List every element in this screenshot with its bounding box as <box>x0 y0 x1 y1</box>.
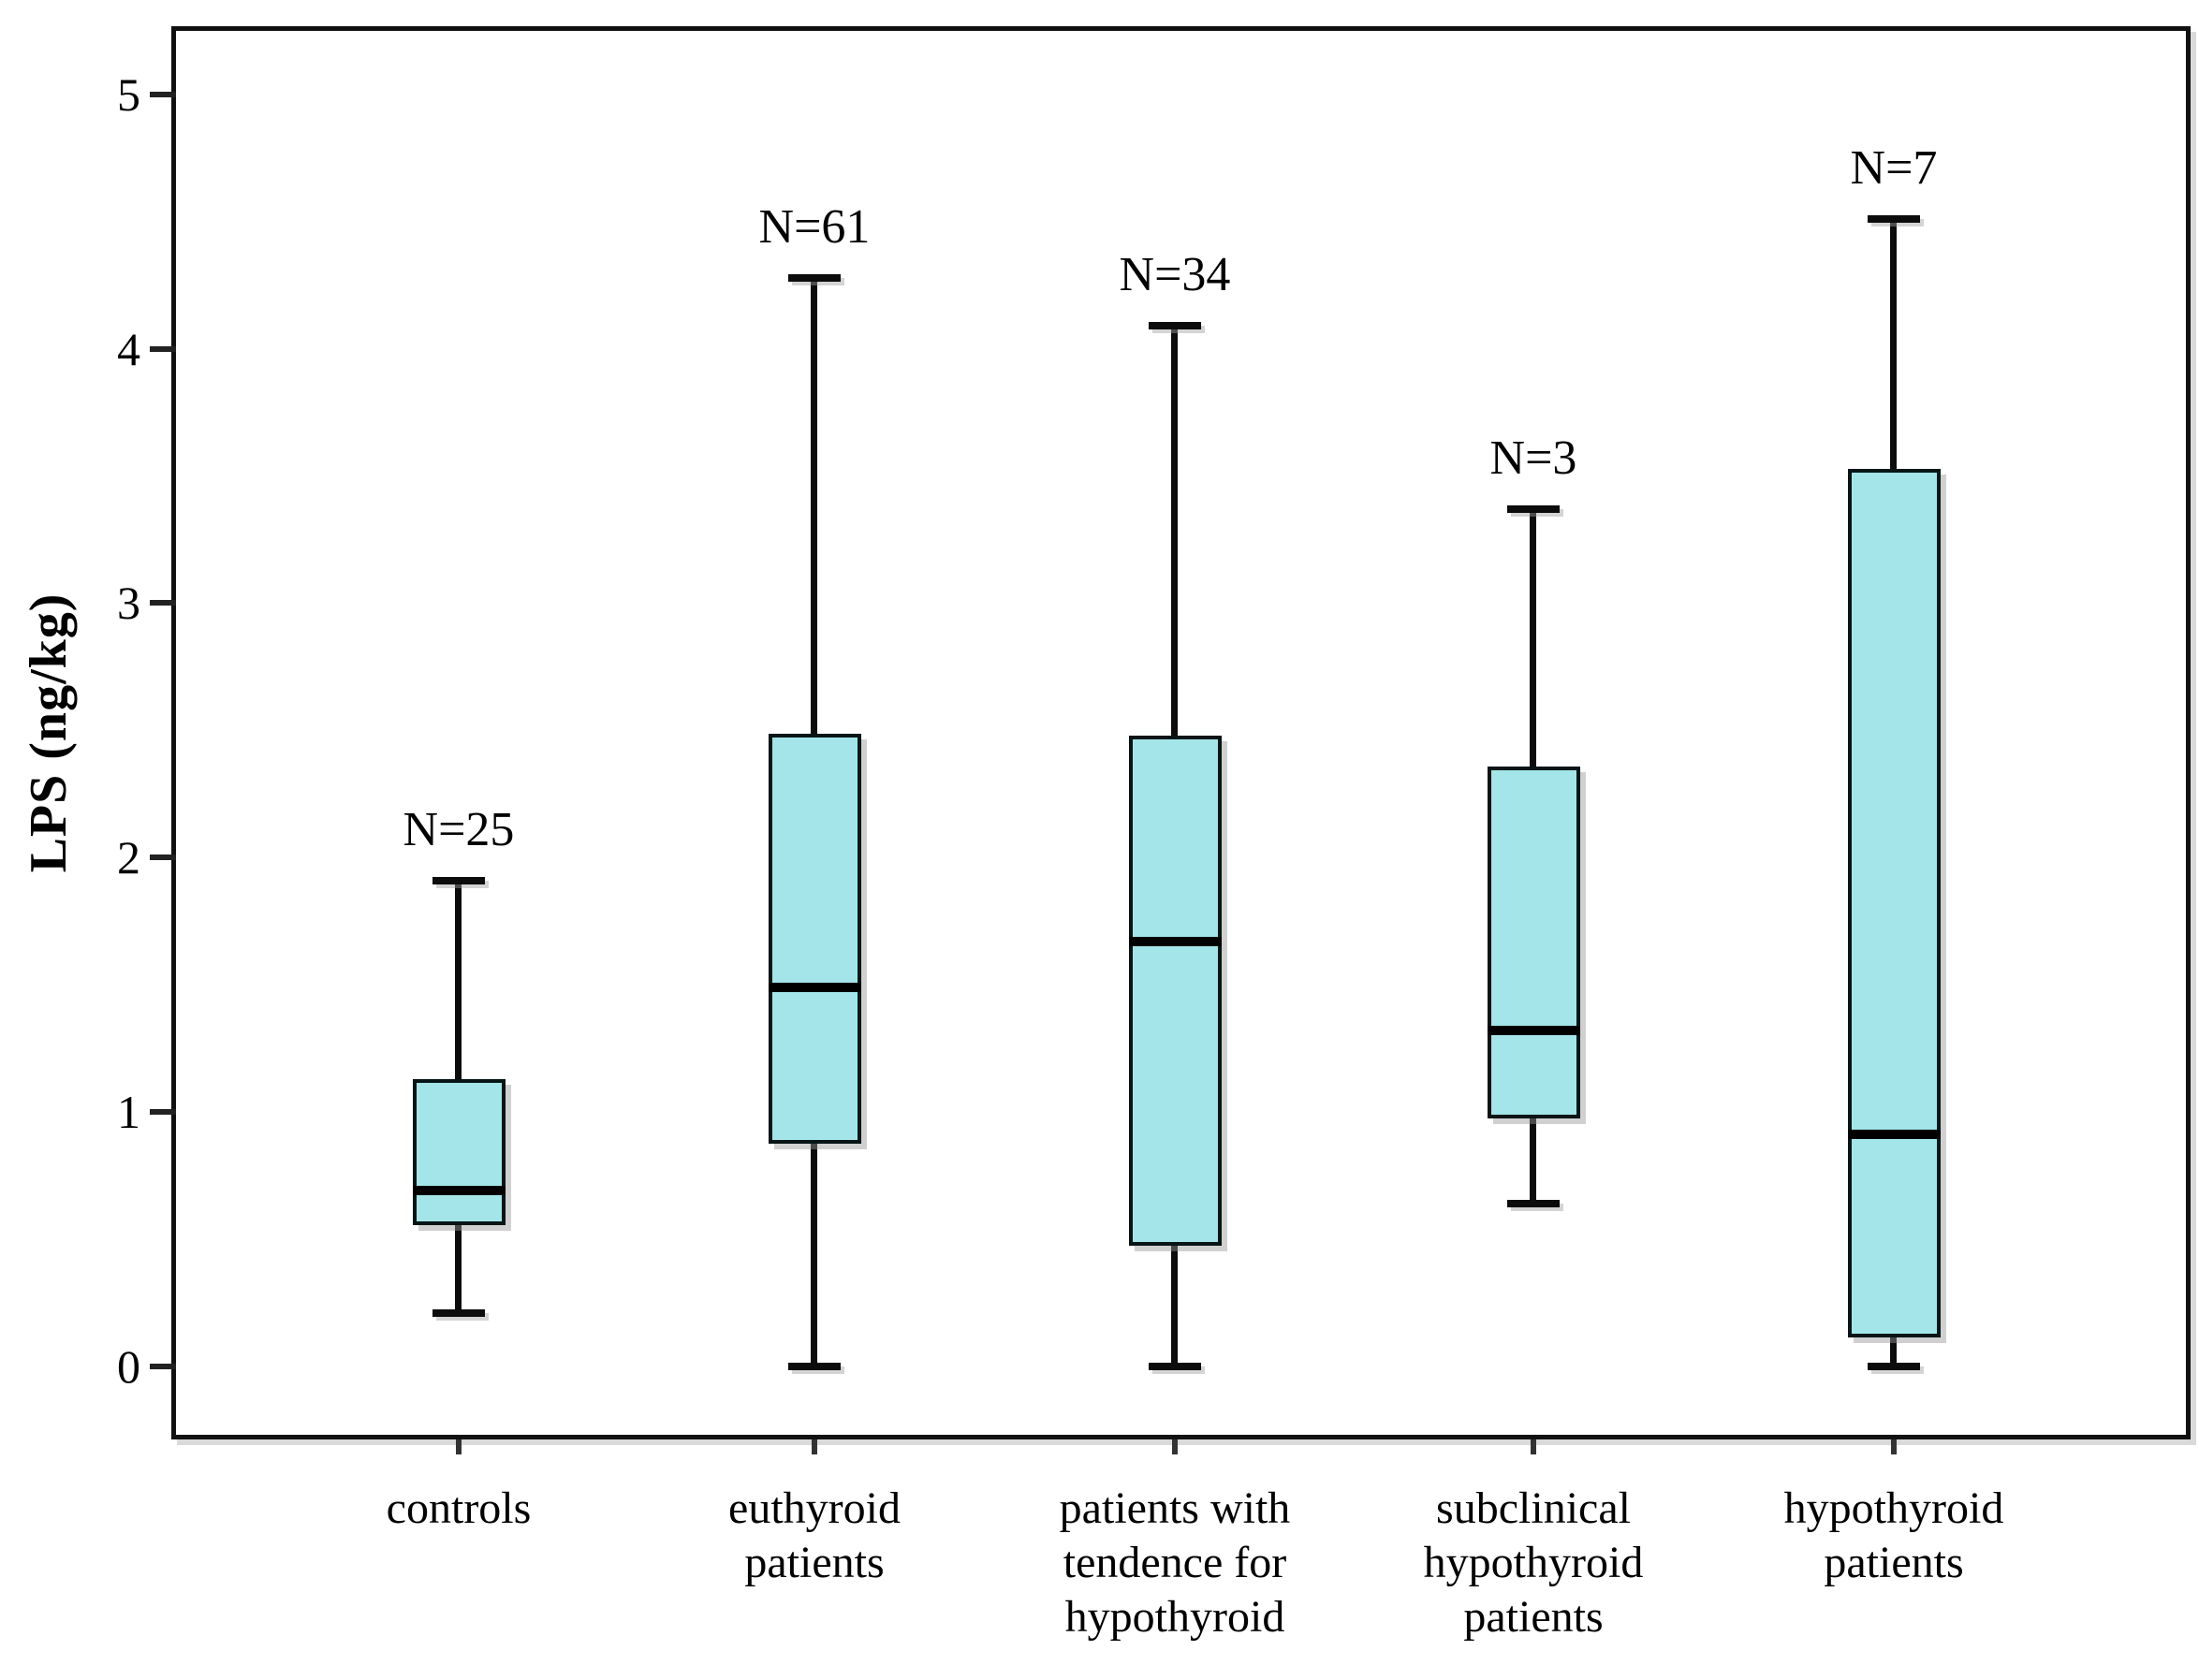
y-tick-label: 2 <box>117 831 140 884</box>
x-tick <box>456 1439 462 1454</box>
whisker-cap-high <box>1507 504 1560 513</box>
median-line <box>1847 1130 1941 1140</box>
category-label-line: euthyroid <box>728 1483 901 1533</box>
category-label-line: hypothyroid <box>1783 1483 2004 1533</box>
category-label-line: patients <box>1824 1538 1964 1587</box>
median-line <box>412 1186 506 1196</box>
y-tick-label: 1 <box>117 1085 140 1138</box>
x-tick <box>1531 1439 1536 1454</box>
whisker-cap-low <box>788 1362 841 1370</box>
whisker-cap-low <box>1507 1199 1560 1207</box>
box-rect <box>1847 469 1941 1337</box>
whisker-cap-low <box>1868 1362 1920 1370</box>
category-label-line: hypothyroid <box>1423 1538 1644 1587</box>
y-tick <box>150 1108 176 1115</box>
whisker-cap-high <box>1868 215 1920 224</box>
n-count-label: N=7 <box>1850 141 1938 196</box>
median-line <box>1128 936 1222 946</box>
y-tick <box>150 855 176 861</box>
whisker-cap-high <box>788 273 841 282</box>
category-label: subclinical hypothyroid patients <box>1290 1482 1777 1644</box>
median-line <box>1487 1025 1580 1035</box>
y-tick <box>150 600 176 606</box>
n-count-label: N=3 <box>1489 431 1577 485</box>
category-label: euthyroid patients <box>571 1482 1058 1590</box>
y-tick <box>150 345 176 352</box>
category-label-line: patients with <box>1059 1483 1291 1533</box>
box-rect <box>1487 767 1580 1119</box>
y-tick-label: 5 <box>117 67 140 121</box>
n-count-label: N=25 <box>403 802 515 856</box>
n-count-label: N=34 <box>1119 248 1231 302</box>
category-label: controls <box>215 1482 702 1536</box>
n-count-label: N=61 <box>758 199 871 254</box>
y-tick <box>150 91 176 97</box>
y-tick-label: 0 <box>117 1339 140 1393</box>
y-tick-label: 4 <box>117 322 140 375</box>
x-tick <box>1172 1439 1178 1454</box>
x-tick <box>1891 1439 1897 1454</box>
box-rect <box>412 1079 506 1226</box>
box-rect <box>1128 736 1222 1247</box>
plot-area: N=25 N=61 N=34 N=3 N=7 <box>171 26 2191 1439</box>
x-tick <box>812 1439 817 1454</box>
whisker-cap-high <box>432 876 485 884</box>
y-tick-label: 3 <box>117 577 140 630</box>
category-label-line: tendence for <box>1063 1538 1287 1587</box>
category-label-line: patients <box>1463 1592 1604 1642</box>
category-label-line: hypothyroid <box>1064 1592 1285 1642</box>
box-rect <box>768 733 861 1145</box>
whisker-cap-high <box>1149 322 1201 330</box>
category-label-line: controls <box>386 1483 532 1533</box>
category-label-line: subclinical <box>1436 1483 1631 1533</box>
category-label-line: patients <box>744 1538 885 1587</box>
whisker-cap-low <box>1149 1362 1201 1370</box>
category-label: hypothyroid patients <box>1650 1482 2137 1590</box>
median-line <box>768 982 861 992</box>
whisker-cap-low <box>432 1308 485 1317</box>
y-tick <box>150 1363 176 1369</box>
category-label: patients with tendence for hypothyroid <box>931 1482 1418 1644</box>
